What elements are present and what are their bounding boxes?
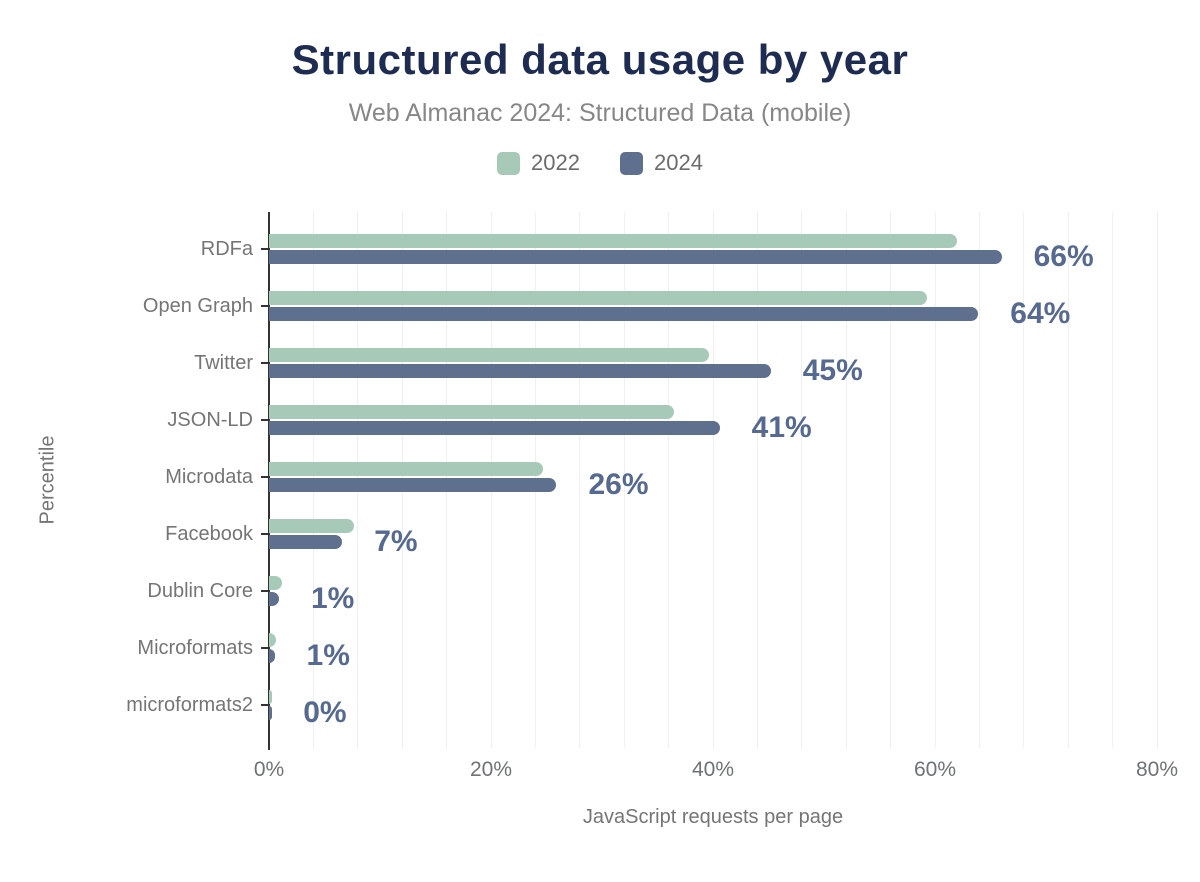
y-axis-tick — [261, 590, 268, 592]
bar-2024 — [269, 421, 720, 435]
bar-2024 — [269, 706, 272, 720]
category-label: Open Graph — [142, 295, 253, 317]
bar-2024 — [269, 592, 279, 606]
gridline — [978, 212, 980, 748]
y-axis-tick — [261, 476, 268, 478]
gridline — [579, 212, 581, 748]
bar-2022 — [269, 576, 283, 590]
legend-label-2022: 2022 — [531, 150, 580, 175]
bar-2022 — [269, 519, 355, 533]
gridline — [1156, 212, 1158, 748]
x-axis-title: JavaScript requests per page — [582, 806, 844, 828]
x-tick-label: 60% — [913, 758, 957, 781]
value-label: 1% — [306, 639, 350, 672]
category-label: Microformats — [137, 637, 253, 659]
legend-swatch-2024-icon — [620, 151, 643, 175]
value-label: 41% — [751, 411, 812, 444]
gridline — [623, 212, 625, 748]
bar-2024 — [269, 649, 275, 663]
value-label: 64% — [1010, 297, 1071, 330]
value-label: 45% — [802, 354, 863, 387]
value-label: 7% — [374, 525, 418, 558]
bar-2024 — [269, 478, 557, 492]
y-axis-tick — [261, 305, 268, 307]
gridline — [845, 212, 847, 748]
gridline — [756, 212, 758, 748]
bar-2022 — [269, 690, 273, 704]
gridline — [1067, 212, 1069, 748]
category-label: Microdata — [165, 466, 253, 488]
x-tick-label: 0% — [253, 758, 285, 781]
y-axis-tick — [261, 704, 268, 706]
bar-2024 — [269, 535, 343, 549]
legend-item-2024[interactable]: 2024 — [620, 150, 703, 176]
gridline — [1112, 212, 1114, 748]
bar-2022 — [269, 405, 675, 419]
category-label: microformats2 — [126, 694, 253, 716]
category-label: RDFa — [200, 238, 253, 260]
bar-2022 — [269, 633, 276, 647]
chart-title: Structured data usage by year — [291, 36, 909, 83]
value-label: 66% — [1033, 240, 1094, 273]
bar-2022 — [269, 462, 544, 476]
gridline — [801, 212, 803, 748]
bar-2022 — [269, 348, 709, 362]
legend-item-2022[interactable]: 2022 — [497, 150, 580, 176]
category-label: Facebook — [165, 523, 253, 545]
bar-2022 — [269, 234, 958, 248]
category-label: JSON-LD — [167, 409, 253, 431]
bar-2024 — [269, 307, 979, 321]
bar-2024 — [269, 250, 1002, 264]
x-tick-label: 80% — [1135, 758, 1179, 781]
category-label: Twitter — [194, 352, 253, 374]
category-label: Dublin Core — [147, 580, 253, 602]
gridline — [1023, 212, 1025, 748]
y-axis-tick — [261, 533, 268, 535]
x-tick-label: 40% — [691, 758, 735, 781]
y-axis-tick — [261, 248, 268, 250]
y-axis-tick — [261, 362, 268, 364]
value-label: 26% — [588, 468, 649, 501]
y-axis-tick — [261, 647, 268, 649]
bar-2024 — [269, 364, 771, 378]
gridline — [890, 212, 892, 748]
value-label: 0% — [303, 696, 347, 729]
plot-area: RDFa 66% Open Graph 64% Twitter 45% JSON-LD 41%… — [126, 212, 1178, 781]
legend-swatch-2022-icon — [497, 151, 521, 175]
legend-label-2024: 2024 — [654, 150, 703, 175]
y-axis-title: Percentile — [36, 435, 59, 525]
gridline — [668, 212, 670, 748]
legend: 2022 2024 — [0, 150, 1200, 176]
value-label: 1% — [310, 582, 355, 615]
bar-2022 — [269, 291, 928, 305]
gridline — [712, 212, 714, 748]
chart-subtitle: Web Almanac 2024: Structured Data (mobil… — [348, 99, 852, 127]
x-tick-label: 20% — [469, 758, 513, 781]
gridline — [934, 212, 936, 748]
y-axis-tick — [261, 419, 268, 421]
